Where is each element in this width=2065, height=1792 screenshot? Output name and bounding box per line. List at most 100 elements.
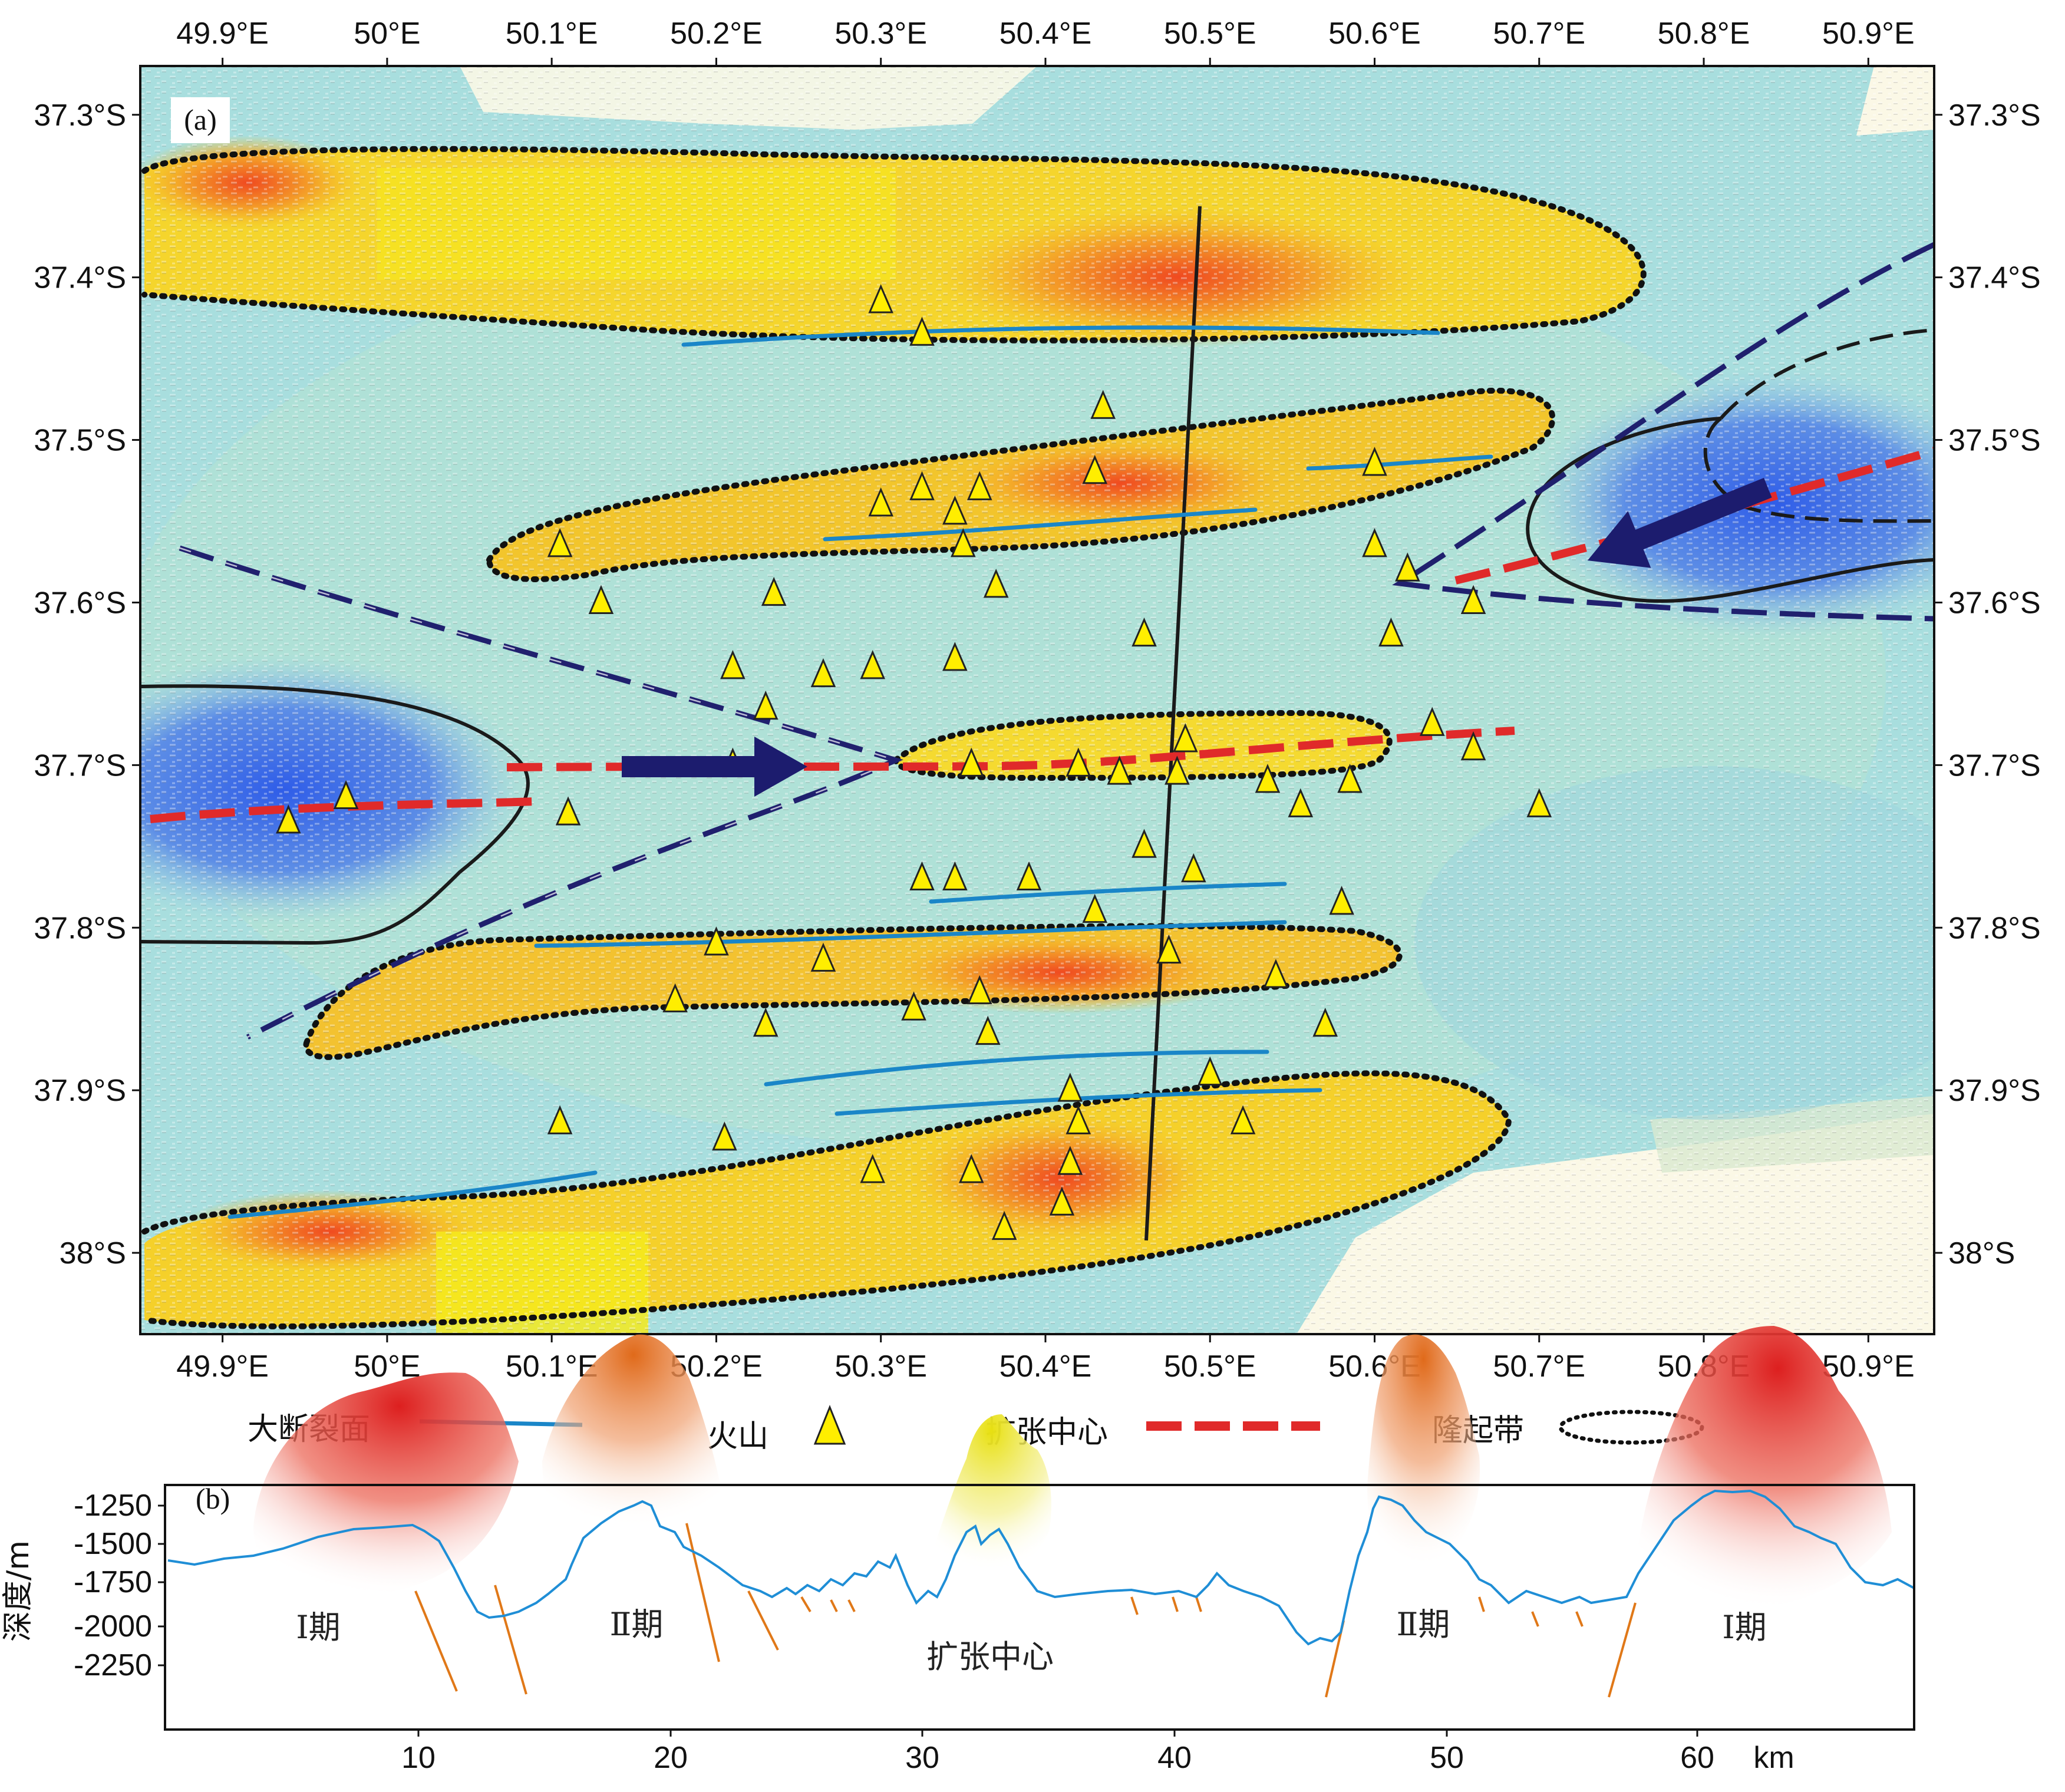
transform-boundaries bbox=[179, 242, 1935, 1039]
stage2-left-body bbox=[542, 1334, 725, 1538]
lon-label-bottom: 49.9°E bbox=[176, 1349, 269, 1384]
lon-label-top: 50.9°E bbox=[1822, 16, 1915, 51]
x-tick-20: 20 bbox=[654, 1741, 688, 1775]
lon-label-bottom: 50.5°E bbox=[1164, 1349, 1256, 1384]
volcano-markers bbox=[276, 284, 1552, 1240]
profile-y-ticks bbox=[158, 1504, 165, 1666]
lat-label-left: 37.8°S bbox=[34, 911, 126, 945]
volcano-marker bbox=[1312, 1008, 1338, 1037]
volcano-marker bbox=[868, 284, 893, 313]
volcano-marker bbox=[720, 650, 745, 679]
lon-label-top: 50.5°E bbox=[1164, 16, 1256, 51]
volcano-marker bbox=[1395, 552, 1420, 582]
y-tick-1250: -1250 bbox=[74, 1489, 152, 1523]
east-arrow bbox=[622, 737, 807, 797]
map-frame bbox=[139, 65, 1935, 1335]
lon-label-bottom: 50.3°E bbox=[834, 1349, 927, 1384]
lon-label-top: 50.1°E bbox=[506, 16, 598, 51]
lat-label-left: 37.4°S bbox=[34, 261, 126, 295]
lon-label-top: 50.2°E bbox=[670, 16, 763, 51]
lat-label-left: 37.6°S bbox=[34, 586, 126, 620]
volcano-marker bbox=[966, 471, 992, 500]
volcano-marker bbox=[1066, 747, 1091, 777]
volcano-marker bbox=[1090, 390, 1116, 419]
lon-label-bottom: 50.9°E bbox=[1822, 1349, 1915, 1384]
lat-label-left: 37.7°S bbox=[34, 748, 126, 783]
y-tick-2000: -2000 bbox=[74, 1609, 152, 1644]
volcano-marker bbox=[1057, 1072, 1083, 1102]
volcano-marker bbox=[860, 650, 886, 679]
volcano-marker bbox=[942, 495, 968, 525]
stage1-right-body bbox=[1638, 1326, 1892, 1611]
y-tick-1500: -1500 bbox=[74, 1527, 152, 1561]
volcano-marker bbox=[909, 471, 935, 500]
volcano-marker bbox=[1526, 788, 1552, 817]
volcano-marker bbox=[704, 926, 729, 956]
volcano-marker bbox=[333, 780, 359, 810]
volcano-marker bbox=[983, 569, 1009, 598]
depth-profile bbox=[167, 1489, 1915, 1646]
volcano-marker bbox=[712, 1121, 737, 1151]
west-arrow bbox=[1587, 477, 1772, 568]
volcano-marker bbox=[1049, 1186, 1075, 1216]
panel-b-label: (b) bbox=[196, 1482, 230, 1515]
volcano-marker bbox=[547, 1105, 573, 1134]
volcano-marker bbox=[753, 691, 779, 720]
relief-texture bbox=[140, 66, 1934, 1334]
volcano-marker bbox=[1181, 853, 1206, 883]
volcano-marker bbox=[1337, 764, 1363, 793]
volcano-marker bbox=[1378, 617, 1404, 647]
volcano-marker bbox=[1460, 731, 1486, 761]
volcano-marker bbox=[909, 316, 935, 346]
x-tick-40: 40 bbox=[1157, 1741, 1192, 1775]
stage1-right-label: Ⅰ期 bbox=[1722, 1609, 1766, 1646]
x-tick-60: 60 bbox=[1680, 1741, 1714, 1775]
volcano-marker bbox=[942, 861, 968, 890]
volcano-marker bbox=[975, 1015, 1001, 1045]
profile-panel: Ⅰ期 Ⅱ期 扩张中心 Ⅱ期 Ⅰ期 (b) -1250 -1500 -1750 -… bbox=[1, 1326, 1915, 1775]
panel-label-box bbox=[171, 97, 230, 143]
volcano-marker bbox=[942, 642, 968, 671]
volcano-marker bbox=[959, 747, 984, 777]
lat-label-left: 38°S bbox=[60, 1236, 126, 1270]
x-tick-10: 10 bbox=[401, 1741, 436, 1775]
lat-label-left: 37.5°S bbox=[34, 424, 126, 458]
lat-label-right: 37.8°S bbox=[1948, 911, 2041, 945]
volcano-marker bbox=[1362, 528, 1387, 557]
lon-label-top: 50.8°E bbox=[1658, 16, 1750, 51]
lon-label-bottom: 50.4°E bbox=[999, 1349, 1092, 1384]
volcano-marker bbox=[1419, 707, 1445, 736]
lon-label-top: 49.9°E bbox=[176, 16, 269, 51]
volcano-marker bbox=[1230, 1105, 1256, 1134]
volcano-marker bbox=[1132, 829, 1157, 858]
volcano-marker bbox=[761, 576, 787, 606]
volcano-marker bbox=[1082, 893, 1108, 923]
legend-volcano-label: 火山 bbox=[707, 1419, 768, 1454]
volcano-marker bbox=[1082, 454, 1108, 484]
volcano-marker bbox=[1460, 585, 1486, 614]
volcano-marker bbox=[1132, 617, 1157, 647]
volcano-marker bbox=[1362, 447, 1387, 476]
lon-label-top: 50.3°E bbox=[834, 16, 927, 51]
volcano-marker bbox=[1329, 886, 1354, 915]
volcano-marker bbox=[909, 861, 935, 890]
profile-faults bbox=[414, 1523, 1637, 1698]
x-tick-30: 30 bbox=[905, 1741, 939, 1775]
spreading-center-body bbox=[931, 1414, 1051, 1579]
x-tick-50: 50 bbox=[1430, 1741, 1464, 1775]
lon-label-top: 50°E bbox=[354, 16, 420, 51]
volcano-marker bbox=[555, 796, 581, 826]
volcano-marker bbox=[1057, 1146, 1083, 1175]
y-axis-label: 深度/m bbox=[1, 1540, 36, 1642]
volcano-marker bbox=[810, 658, 836, 688]
volcano-marker bbox=[991, 1210, 1017, 1240]
y-tick-1750: -1750 bbox=[74, 1565, 152, 1599]
x-unit-label: km bbox=[1753, 1741, 1794, 1775]
volcano-marker bbox=[276, 804, 301, 834]
volcano-marker bbox=[1156, 934, 1182, 964]
lon-label-top: 50.4°E bbox=[999, 16, 1092, 51]
volcano-icon bbox=[813, 1404, 846, 1445]
lat-label-right: 38°S bbox=[1948, 1236, 2015, 1270]
volcano-marker bbox=[901, 991, 926, 1021]
